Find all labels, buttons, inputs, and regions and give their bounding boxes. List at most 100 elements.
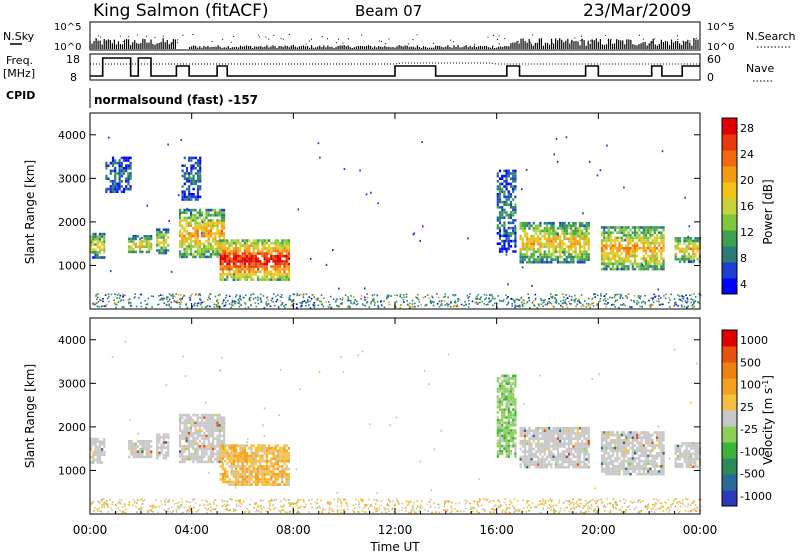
heatmap-cell xyxy=(620,260,623,263)
ground-scatter xyxy=(259,298,262,301)
heatmap-cell xyxy=(237,239,240,242)
ground-scatter xyxy=(681,300,683,302)
isolated-echo xyxy=(338,287,340,290)
heatmap-cell xyxy=(276,475,279,479)
heatmap-cell xyxy=(644,234,648,237)
heatmap-cell xyxy=(179,450,182,453)
nsearch-dot xyxy=(497,38,499,40)
heatmap-cell xyxy=(583,255,586,259)
heatmap-cell xyxy=(501,416,504,419)
heatmap-cell xyxy=(653,239,656,242)
nsearch-dot xyxy=(305,43,307,45)
heatmap-cell xyxy=(509,400,513,404)
heatmap-cell xyxy=(694,255,697,258)
ground-scatter xyxy=(573,300,576,303)
ground-scatter xyxy=(406,304,409,306)
ground-scatter xyxy=(267,299,269,301)
heatmap-cell xyxy=(237,478,240,481)
heatmap-cell xyxy=(96,256,99,259)
ground-scatter xyxy=(693,302,695,305)
heatmap-cell xyxy=(505,398,508,401)
heatmap-cell xyxy=(228,444,231,447)
heatmap-cell xyxy=(507,382,510,385)
heatmap-cell xyxy=(501,398,504,401)
heatmap-cell xyxy=(199,177,202,180)
heatmap-cell xyxy=(514,219,517,222)
heatmap-cell xyxy=(274,475,277,479)
ground-scatter xyxy=(252,298,255,300)
heatmap-cell xyxy=(263,478,266,481)
heatmap-cell xyxy=(287,459,290,463)
heatmap-cell xyxy=(550,429,553,433)
heatmap-cell xyxy=(633,236,637,240)
heatmap-cell xyxy=(512,434,515,437)
heatmap-cell xyxy=(660,247,663,250)
ground-scatter xyxy=(430,302,432,305)
heatmap-cell xyxy=(521,229,524,233)
heatmap-cell xyxy=(190,180,193,183)
heatmap-cell xyxy=(185,237,188,240)
heatmap-cell xyxy=(498,439,502,443)
heatmap-cell xyxy=(241,444,244,447)
heatmap-cell xyxy=(192,442,195,445)
ground-scatter xyxy=(341,303,343,305)
heatmap-cell xyxy=(537,445,540,448)
heatmap-cell xyxy=(552,221,555,225)
heatmap-cell xyxy=(537,260,540,264)
heatmap-cell xyxy=(662,236,665,240)
ground-scatter xyxy=(568,295,571,297)
heatmap-cell xyxy=(205,445,208,448)
heatmap-cell xyxy=(167,228,170,231)
heatmap-cell xyxy=(523,439,527,443)
heatmap-cell xyxy=(640,265,643,268)
heatmap-cell xyxy=(220,419,223,422)
heatmap-cell xyxy=(179,240,182,243)
heatmap-cell xyxy=(265,265,268,268)
heatmap-cell xyxy=(257,470,260,473)
heatmap-cell xyxy=(252,262,255,266)
heatmap-cell xyxy=(272,467,275,471)
heatmap-cell xyxy=(220,216,223,220)
heatmap-cell xyxy=(283,278,286,281)
heatmap-cell xyxy=(179,437,182,440)
ground-scatter xyxy=(650,297,653,299)
heatmap-cell xyxy=(239,265,242,268)
heatmap-cell xyxy=(220,219,223,222)
heatmap-cell xyxy=(496,193,499,196)
heatmap-cell xyxy=(644,247,648,250)
heatmap-cell xyxy=(230,470,233,473)
heatmap-cell xyxy=(203,253,206,256)
heatmap-cell xyxy=(207,211,210,214)
heatmap-cell xyxy=(674,239,677,243)
heatmap-cell xyxy=(147,237,151,241)
heatmap-cell xyxy=(199,180,202,183)
nsky-tick-high: 10^5 xyxy=(54,22,81,33)
heatmap-cell xyxy=(503,416,506,419)
heatmap-cell xyxy=(218,219,221,222)
ground-scatter xyxy=(254,302,257,304)
heatmap-cell xyxy=(252,462,255,466)
heatmap-cell xyxy=(150,242,153,246)
heatmap-cell xyxy=(545,432,549,435)
heatmap-cell xyxy=(192,195,195,199)
heatmap-cell xyxy=(162,443,165,447)
isolated-echo xyxy=(565,136,568,139)
heatmap-cell xyxy=(134,237,137,241)
heatmap-cell xyxy=(261,480,264,484)
ground-scatter xyxy=(360,295,363,297)
heatmap-cell xyxy=(649,226,652,229)
ground-scatter xyxy=(124,294,127,297)
heatmap-cell xyxy=(216,455,219,458)
heatmap-cell xyxy=(567,429,571,433)
ground-scatter xyxy=(537,304,540,306)
heatmap-cell xyxy=(647,231,650,234)
nsearch-dot xyxy=(378,40,380,42)
ground-scatter xyxy=(498,299,501,302)
nsearch-dot xyxy=(222,38,224,40)
heatmap-cell xyxy=(543,450,546,453)
heatmap-cell xyxy=(276,260,279,263)
heatmap-cell xyxy=(241,452,244,455)
heatmap-cell xyxy=(219,452,222,455)
heatmap-cell xyxy=(556,227,560,230)
ground-scatter xyxy=(420,303,422,306)
